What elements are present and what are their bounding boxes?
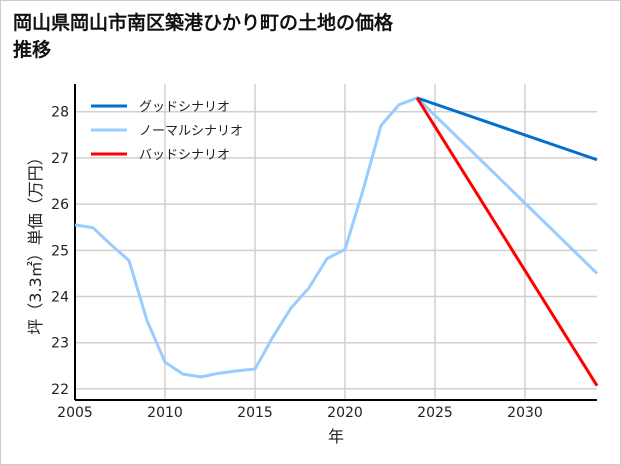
y-tick-label: 26	[51, 197, 69, 213]
legend-label: ノーマルシナリオ	[139, 124, 243, 139]
x-tick-label: 2005	[57, 405, 93, 421]
y-tick-label: 27	[51, 151, 69, 167]
y-tick-label: 28	[51, 105, 69, 121]
x-tick-label: 2015	[237, 405, 273, 421]
y-tick-label: 24	[51, 290, 69, 306]
x-tick-label: 2010	[147, 405, 183, 421]
x-axis-label: 年	[328, 427, 344, 446]
legend-label: バッドシナリオ	[139, 148, 230, 163]
y-axis-label: 坪（3.3㎡）単価（万円）	[26, 149, 45, 334]
x-tick-label: 2025	[417, 405, 453, 421]
y-tick-label: 23	[51, 336, 69, 352]
y-tick-label: 25	[51, 243, 69, 259]
series-line-2	[415, 97, 599, 387]
series-line-0	[416, 96, 598, 162]
x-tick-label: 2030	[507, 405, 543, 421]
chart-title: 岡山県岡山市南区築港ひかり町の土地の価格推移	[13, 12, 394, 61]
series-line-1	[74, 96, 599, 379]
legend-label: グッドシナリオ	[139, 100, 230, 115]
x-tick-label: 2020	[327, 405, 363, 421]
y-tick-label: 22	[51, 382, 69, 398]
